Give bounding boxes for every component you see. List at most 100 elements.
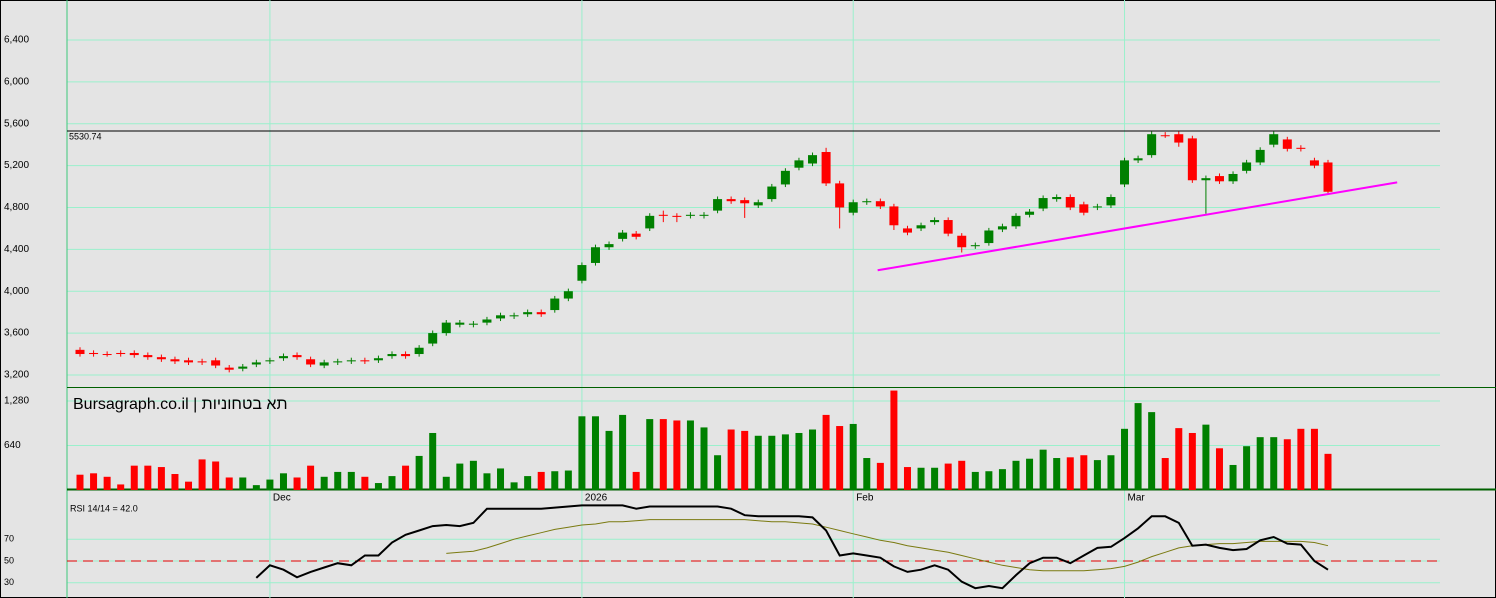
volume-bar <box>686 420 694 490</box>
plot-layer: 3,200 3,600 4,000 4,400 4,800 5,200 5,600 6,000… <box>4 0 1496 598</box>
volume-bar <box>564 470 572 490</box>
candle-body <box>753 202 763 206</box>
volume-bar <box>849 423 857 490</box>
volume-bar <box>931 467 939 490</box>
volume-bar <box>483 473 491 490</box>
volume-bar <box>117 484 125 490</box>
y-tick-label: 3,600 <box>4 328 29 339</box>
volume-bar <box>402 465 410 490</box>
candle-body <box>414 347 424 355</box>
candle-body <box>821 151 831 184</box>
candle-body <box>1323 162 1333 192</box>
candle-body <box>726 199 736 202</box>
candle-body <box>577 265 587 281</box>
volume-bar <box>1134 403 1142 490</box>
candle-body <box>292 355 302 358</box>
volume-bar <box>1202 424 1210 490</box>
x-tick-label: Feb <box>856 493 874 504</box>
candle-body <box>278 356 288 359</box>
candle-body <box>563 291 573 299</box>
volume-bar <box>76 474 84 490</box>
volume-bar <box>1175 428 1183 490</box>
candle-body <box>1011 215 1021 227</box>
volume-bar <box>836 426 844 490</box>
volume-bar <box>551 471 559 490</box>
candle-body <box>930 220 940 223</box>
candle-body <box>1038 198 1048 209</box>
candle-body <box>306 359 316 365</box>
volume-bar <box>903 467 911 490</box>
candle-body <box>346 360 356 362</box>
volume-bar <box>998 469 1006 490</box>
candle-body <box>618 232 628 239</box>
candle-body <box>808 155 818 164</box>
volume-bar <box>673 420 681 490</box>
candle-body <box>251 362 261 365</box>
candle-body <box>197 361 207 363</box>
candle-body <box>211 360 221 366</box>
candle-body <box>428 333 438 344</box>
volume-bar <box>632 471 640 490</box>
candle-body <box>835 183 845 208</box>
candle-body <box>523 312 533 315</box>
candle-body <box>550 298 560 311</box>
candle-body <box>1282 139 1292 149</box>
volume-bar <box>1310 428 1318 490</box>
candle-body <box>645 215 655 229</box>
volume-bar <box>700 427 708 490</box>
volume-bar <box>1161 458 1169 490</box>
volume-bar <box>239 477 247 490</box>
volume-bar <box>429 432 437 490</box>
volume-bar <box>415 455 423 490</box>
candle-body <box>116 352 126 355</box>
candle-body <box>333 361 343 363</box>
volume-bar <box>307 465 315 490</box>
candle-body <box>1065 197 1075 208</box>
volume-bar <box>185 481 193 490</box>
candle-body <box>1242 162 1252 171</box>
volume-bar <box>1026 458 1034 490</box>
candle-body <box>482 319 492 323</box>
candle-body <box>224 367 234 370</box>
x-tick-label: 2026 <box>585 493 608 504</box>
volume-bar <box>944 463 952 490</box>
y-tick-label: 5,200 <box>4 160 29 171</box>
volume-bar <box>863 458 871 490</box>
rsi-line <box>255 504 1329 590</box>
volume-bar <box>130 465 138 490</box>
candle-body <box>265 360 275 362</box>
candle-body <box>1269 134 1279 145</box>
candle-body <box>984 230 994 244</box>
candle-body <box>184 360 194 363</box>
volume-bar <box>361 476 369 490</box>
candle-body <box>1160 135 1170 137</box>
volume-bar <box>659 419 667 490</box>
volume-bar <box>795 432 803 490</box>
rsi-title: RSI 14/14 = 42.0 <box>70 503 138 513</box>
volume-bar <box>768 435 776 490</box>
volume-bar <box>876 462 884 490</box>
candle-body <box>373 358 383 361</box>
volume-bar <box>212 461 220 490</box>
volume-bar <box>1107 455 1115 490</box>
volume-bar <box>347 471 355 490</box>
candle-body <box>156 357 166 360</box>
volume-bar <box>1283 439 1291 490</box>
volume-bar <box>320 476 328 490</box>
candle-body <box>455 322 465 325</box>
volume-bar <box>334 471 342 490</box>
y-tick-label: 640 <box>4 440 21 451</box>
candle-body <box>401 354 411 357</box>
volume-bar <box>890 390 898 490</box>
volume-bar <box>510 482 518 490</box>
x-tick-label: Mar <box>1128 493 1146 504</box>
candle-body <box>672 215 682 217</box>
volume-bar <box>591 416 599 490</box>
candle-body <box>1296 147 1306 149</box>
candle-body <box>1106 197 1116 206</box>
volume-bar <box>809 429 817 490</box>
volume-bar <box>578 416 586 490</box>
candle-body <box>997 226 1007 230</box>
volume-bar <box>727 429 735 490</box>
candle-body <box>509 315 519 317</box>
